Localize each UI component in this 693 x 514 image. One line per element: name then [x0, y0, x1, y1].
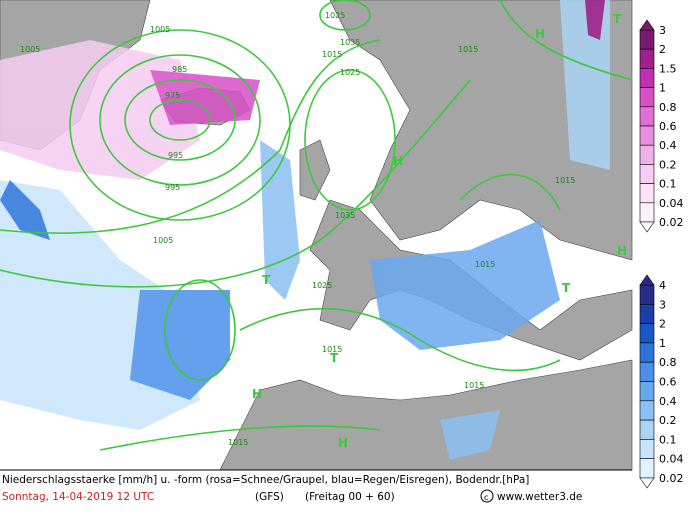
legend-label: 0.4: [659, 395, 677, 408]
legend-arrow: [639, 19, 655, 31]
legend-label: 1.5: [659, 62, 677, 75]
legend-swatch: [639, 342, 655, 363]
legend-swatch: [639, 87, 655, 108]
legend-label: 0.04: [659, 197, 684, 210]
legend-swatch: [639, 125, 655, 146]
isobar-label: 1015: [322, 345, 342, 354]
legend-swatch: [639, 284, 655, 305]
legend-arrow: [639, 274, 655, 286]
pressure-center: H: [252, 387, 262, 401]
isobar-label: 975: [165, 91, 180, 100]
legend-swatch: [639, 361, 655, 382]
isobar-label: 1005: [150, 25, 170, 34]
isobar-label: 1015: [475, 260, 495, 269]
legend-label: 2: [659, 43, 666, 56]
isobar-label: 1035: [335, 211, 355, 220]
pressure-center: T: [262, 273, 271, 287]
pressure-center: T: [613, 12, 622, 26]
legend-label: 3: [659, 24, 666, 37]
isobar-label: 1005: [153, 236, 173, 245]
legend-label: 0.2: [659, 414, 677, 427]
isobar-label: 1025: [312, 281, 332, 290]
isobar-label: 1005: [20, 45, 40, 54]
site: www.wetter3.de: [497, 491, 582, 503]
isobar-label: 1015: [555, 176, 575, 185]
legend-swatch: [639, 29, 655, 50]
legend-label: 0.4: [659, 139, 677, 152]
isobar-label: 1015: [464, 381, 484, 390]
legend-swatch: [639, 400, 655, 421]
legend-label: 0.6: [659, 120, 677, 133]
legend-label: 2: [659, 318, 666, 331]
legend-swatch: [639, 106, 655, 127]
legend-swatch: [639, 68, 655, 88]
isobar-label: 1015: [458, 45, 478, 54]
legend-swatch: [639, 303, 655, 324]
legend-swatch: [639, 458, 655, 479]
pressure-center: T: [330, 351, 339, 365]
pressure-center: T: [562, 281, 571, 295]
legend-swatch: [639, 144, 655, 165]
isobars: [0, 0, 633, 451]
legend-label: 0.1: [659, 433, 677, 446]
isobar-label: 1025: [340, 68, 360, 77]
isobar-label: 1035: [340, 38, 360, 47]
legend-swatch: [639, 48, 655, 69]
isobar-label: 985: [172, 65, 187, 74]
pressure-center: H: [535, 27, 545, 41]
description: Niederschlagsstaerke [mm/h] u. -form (ro…: [2, 474, 529, 486]
legend-swatch: [639, 381, 655, 402]
legend-swatch: [639, 439, 655, 459]
legend-label: 0.02: [659, 472, 684, 485]
isobar-label: 1015: [228, 438, 248, 447]
legend-swatch: [639, 419, 655, 440]
copyright-c: c: [484, 493, 488, 502]
footer-bg: [0, 470, 632, 510]
legend-label: 1: [659, 82, 666, 95]
model: (GFS): [255, 491, 284, 503]
pressure-center: H: [393, 154, 403, 168]
precipitation: [0, 0, 610, 460]
legend-label: 4: [659, 279, 666, 292]
pressure-center: H: [617, 244, 627, 258]
legend-label: 0.02: [659, 216, 684, 229]
legend-swatch: [639, 202, 655, 223]
legend-label: 1: [659, 337, 666, 350]
date: Sonntag, 14-04-2019 12 UTC: [2, 491, 154, 503]
isobar-label: 995: [165, 183, 180, 192]
legend-swatch: [639, 164, 655, 184]
legend-label: 0.8: [659, 356, 677, 369]
legend-label: 0.1: [659, 178, 677, 191]
run: (Freitag 00 + 60): [305, 491, 395, 503]
legend-label: 0.6: [659, 376, 677, 389]
legend-arrow: [639, 477, 655, 489]
copyright-icon: [480, 489, 494, 503]
pressure-center: H: [338, 436, 348, 450]
isobar-label: 1015: [322, 50, 342, 59]
legend-swatch: [639, 323, 655, 344]
legend-label: 0.2: [659, 158, 677, 171]
isobar-label: 995: [168, 151, 183, 160]
legend-label: 0.8: [659, 101, 677, 114]
legend-arrow: [639, 221, 655, 233]
legend-label: 3: [659, 298, 666, 311]
legend-label: 0.04: [659, 453, 684, 466]
isobar-label: 1025: [325, 11, 345, 20]
legend-swatch: [639, 183, 655, 204]
